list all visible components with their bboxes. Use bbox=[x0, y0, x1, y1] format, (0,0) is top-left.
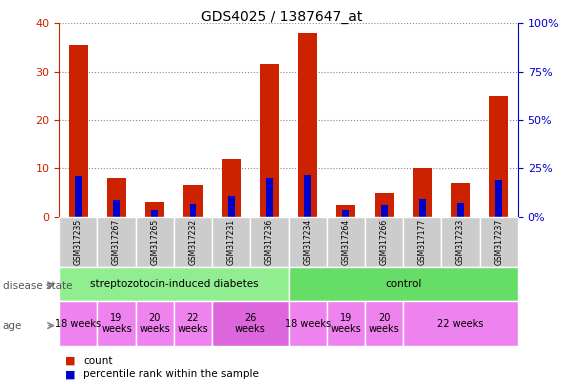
Bar bbox=[260, 64, 279, 217]
Bar bbox=[288, 301, 327, 346]
Text: GSM317267: GSM317267 bbox=[112, 219, 121, 265]
Bar bbox=[374, 193, 394, 217]
Bar bbox=[59, 217, 97, 267]
Bar bbox=[451, 183, 470, 217]
Bar bbox=[403, 217, 441, 267]
Bar bbox=[365, 301, 403, 346]
Bar bbox=[495, 180, 502, 217]
Text: GSM317234: GSM317234 bbox=[303, 219, 312, 265]
Bar bbox=[441, 217, 480, 267]
Text: 18 weeks: 18 weeks bbox=[284, 318, 330, 329]
Bar bbox=[75, 176, 82, 217]
Text: ■: ■ bbox=[65, 356, 75, 366]
Text: streptozotocin-induced diabetes: streptozotocin-induced diabetes bbox=[90, 279, 258, 289]
Text: age: age bbox=[3, 321, 22, 331]
Bar bbox=[184, 185, 203, 217]
Bar bbox=[336, 205, 355, 217]
Bar bbox=[97, 301, 136, 346]
Bar bbox=[327, 301, 365, 346]
Text: GSM317264: GSM317264 bbox=[341, 219, 350, 265]
Text: ■: ■ bbox=[65, 369, 75, 379]
Bar bbox=[288, 217, 327, 267]
Bar bbox=[136, 301, 174, 346]
Bar bbox=[190, 204, 196, 217]
Bar bbox=[327, 217, 365, 267]
Bar bbox=[304, 175, 311, 217]
Text: 20
weeks: 20 weeks bbox=[139, 313, 170, 334]
Bar bbox=[97, 217, 136, 267]
Text: 19
weeks: 19 weeks bbox=[101, 313, 132, 334]
Text: GSM317237: GSM317237 bbox=[494, 219, 503, 265]
Bar bbox=[212, 301, 288, 346]
Bar bbox=[107, 178, 126, 217]
Text: GDS4025 / 1387647_at: GDS4025 / 1387647_at bbox=[201, 10, 362, 23]
Text: GSM317177: GSM317177 bbox=[418, 219, 427, 265]
Bar bbox=[174, 217, 212, 267]
Text: disease state: disease state bbox=[3, 281, 72, 291]
Bar bbox=[419, 199, 426, 217]
Bar bbox=[69, 45, 88, 217]
Bar bbox=[59, 267, 288, 301]
Text: percentile rank within the sample: percentile rank within the sample bbox=[83, 369, 259, 379]
Text: 18 weeks: 18 weeks bbox=[55, 318, 101, 329]
Bar bbox=[174, 301, 212, 346]
Text: 19
weeks: 19 weeks bbox=[330, 313, 361, 334]
Bar bbox=[266, 178, 273, 217]
Bar bbox=[151, 210, 158, 217]
Bar bbox=[212, 217, 251, 267]
Text: GSM317232: GSM317232 bbox=[189, 219, 198, 265]
Text: GSM317231: GSM317231 bbox=[227, 219, 236, 265]
Bar bbox=[298, 33, 317, 217]
Bar bbox=[413, 169, 432, 217]
Text: GSM317235: GSM317235 bbox=[74, 219, 83, 265]
Bar bbox=[228, 195, 235, 217]
Text: 22
weeks: 22 weeks bbox=[177, 313, 208, 334]
Bar bbox=[59, 301, 97, 346]
Text: 22 weeks: 22 weeks bbox=[437, 318, 484, 329]
Text: GSM317233: GSM317233 bbox=[456, 219, 465, 265]
Bar bbox=[136, 217, 174, 267]
Bar bbox=[342, 210, 349, 217]
Bar bbox=[288, 267, 518, 301]
Bar bbox=[457, 204, 464, 217]
Text: 20
weeks: 20 weeks bbox=[369, 313, 400, 334]
Bar bbox=[403, 301, 518, 346]
Bar bbox=[113, 200, 120, 217]
Bar bbox=[489, 96, 508, 217]
Bar bbox=[222, 159, 241, 217]
Bar bbox=[251, 217, 288, 267]
Bar bbox=[480, 217, 518, 267]
Text: count: count bbox=[83, 356, 113, 366]
Text: GSM317265: GSM317265 bbox=[150, 219, 159, 265]
Text: control: control bbox=[385, 279, 422, 289]
Text: GSM317236: GSM317236 bbox=[265, 219, 274, 265]
Text: GSM317266: GSM317266 bbox=[379, 219, 388, 265]
Bar bbox=[381, 205, 387, 217]
Text: 26
weeks: 26 weeks bbox=[235, 313, 266, 334]
Bar bbox=[145, 202, 164, 217]
Bar bbox=[365, 217, 403, 267]
